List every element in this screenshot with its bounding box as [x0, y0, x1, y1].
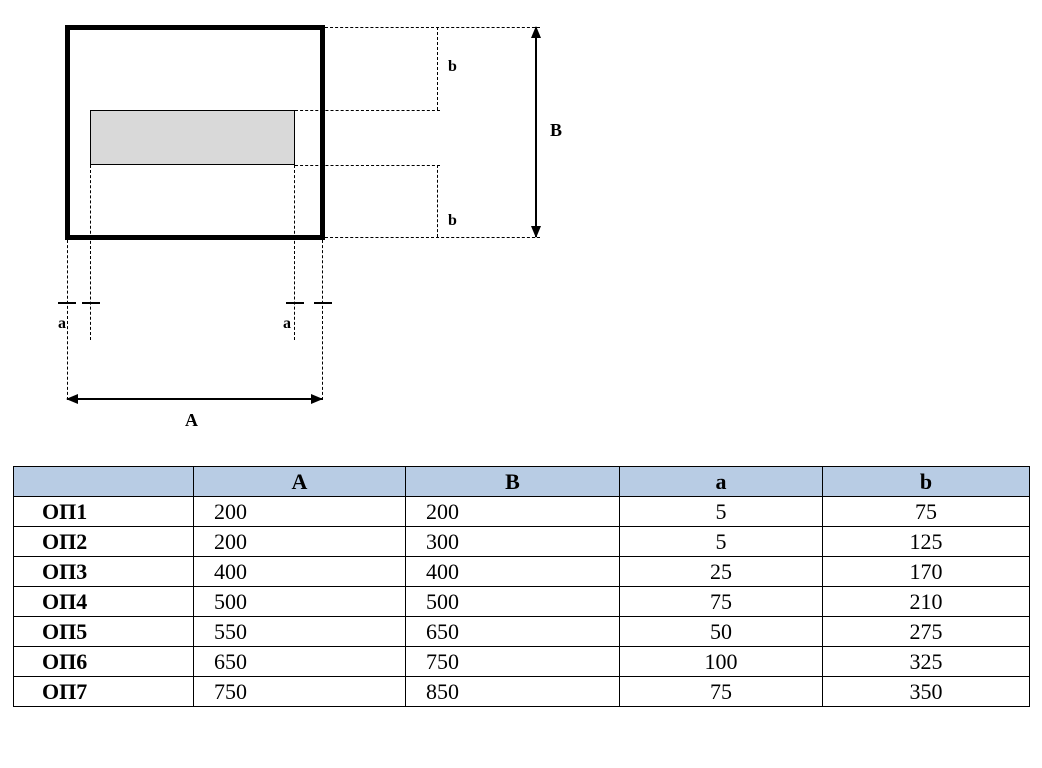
- cell-B: 750: [406, 647, 620, 677]
- dim-dashed: [325, 237, 540, 238]
- cell-B: 300: [406, 527, 620, 557]
- dim-dashed: [90, 165, 91, 340]
- table-row: ОП1 200 200 5 75: [14, 497, 1030, 527]
- cell-b: 325: [823, 647, 1030, 677]
- cell-A: 400: [194, 557, 406, 587]
- dim-dashed: [295, 110, 440, 111]
- table-row: ОП4 500 500 75 210: [14, 587, 1030, 617]
- dim-dashed: [294, 165, 295, 340]
- dim-dashed: [325, 27, 540, 28]
- cell-b: 275: [823, 617, 1030, 647]
- col-header-A: A: [194, 467, 406, 497]
- cell-a: 25: [620, 557, 823, 587]
- dim-stop: [286, 302, 304, 304]
- cell-B: 400: [406, 557, 620, 587]
- dim-stop: [82, 302, 100, 304]
- cell-b: 170: [823, 557, 1030, 587]
- table-row: ОП3 400 400 25 170: [14, 557, 1030, 587]
- cell-A: 200: [194, 527, 406, 557]
- row-label: ОП5: [14, 617, 194, 647]
- table-row: ОП7 750 850 75 350: [14, 677, 1030, 707]
- row-label: ОП4: [14, 587, 194, 617]
- row-label: ОП2: [14, 527, 194, 557]
- page: B b b a a A A: [0, 0, 1042, 768]
- dim-dashed: [322, 240, 323, 400]
- row-label: ОП7: [14, 677, 194, 707]
- cell-a: 5: [620, 527, 823, 557]
- label-B: B: [550, 120, 562, 141]
- cell-a: 5: [620, 497, 823, 527]
- cell-a: 50: [620, 617, 823, 647]
- col-header-b: b: [823, 467, 1030, 497]
- dim-dashed: [437, 165, 438, 237]
- dim-dashed: [295, 165, 440, 166]
- row-label: ОП6: [14, 647, 194, 677]
- cell-b: 210: [823, 587, 1030, 617]
- col-header-B: B: [406, 467, 620, 497]
- dim-dashed: [437, 27, 438, 110]
- data-table: A B a b ОП1 200 200 5 75 ОП2 200 300 5 1…: [13, 466, 1030, 707]
- dimension-diagram: B b b a a A: [25, 10, 585, 450]
- label-A: A: [185, 410, 198, 431]
- cell-A: 500: [194, 587, 406, 617]
- table-row: ОП5 550 650 50 275: [14, 617, 1030, 647]
- dim-stop: [314, 302, 332, 304]
- label-a-left: a: [58, 315, 66, 333]
- table-row: ОП2 200 300 5 125: [14, 527, 1030, 557]
- row-label: ОП3: [14, 557, 194, 587]
- inner-rect: [90, 110, 295, 165]
- dim-arrow-A: [67, 398, 322, 400]
- cell-A: 200: [194, 497, 406, 527]
- cell-b: 350: [823, 677, 1030, 707]
- cell-B: 500: [406, 587, 620, 617]
- label-b-lower: b: [448, 212, 457, 230]
- col-header-a: a: [620, 467, 823, 497]
- table-row: ОП6 650 750 100 325: [14, 647, 1030, 677]
- cell-A: 550: [194, 617, 406, 647]
- dim-arrow-B: [535, 27, 537, 237]
- cell-a: 75: [620, 677, 823, 707]
- cell-a: 100: [620, 647, 823, 677]
- cell-a: 75: [620, 587, 823, 617]
- cell-A: 650: [194, 647, 406, 677]
- dim-stop: [58, 302, 76, 304]
- table-header-row: A B a b: [14, 467, 1030, 497]
- cell-A: 750: [194, 677, 406, 707]
- cell-B: 200: [406, 497, 620, 527]
- cell-B: 850: [406, 677, 620, 707]
- cell-B: 650: [406, 617, 620, 647]
- dim-dashed: [67, 240, 68, 400]
- cell-b: 125: [823, 527, 1030, 557]
- col-header-blank: [14, 467, 194, 497]
- cell-b: 75: [823, 497, 1030, 527]
- label-b-upper: b: [448, 58, 457, 76]
- row-label: ОП1: [14, 497, 194, 527]
- label-a-right: a: [283, 315, 291, 333]
